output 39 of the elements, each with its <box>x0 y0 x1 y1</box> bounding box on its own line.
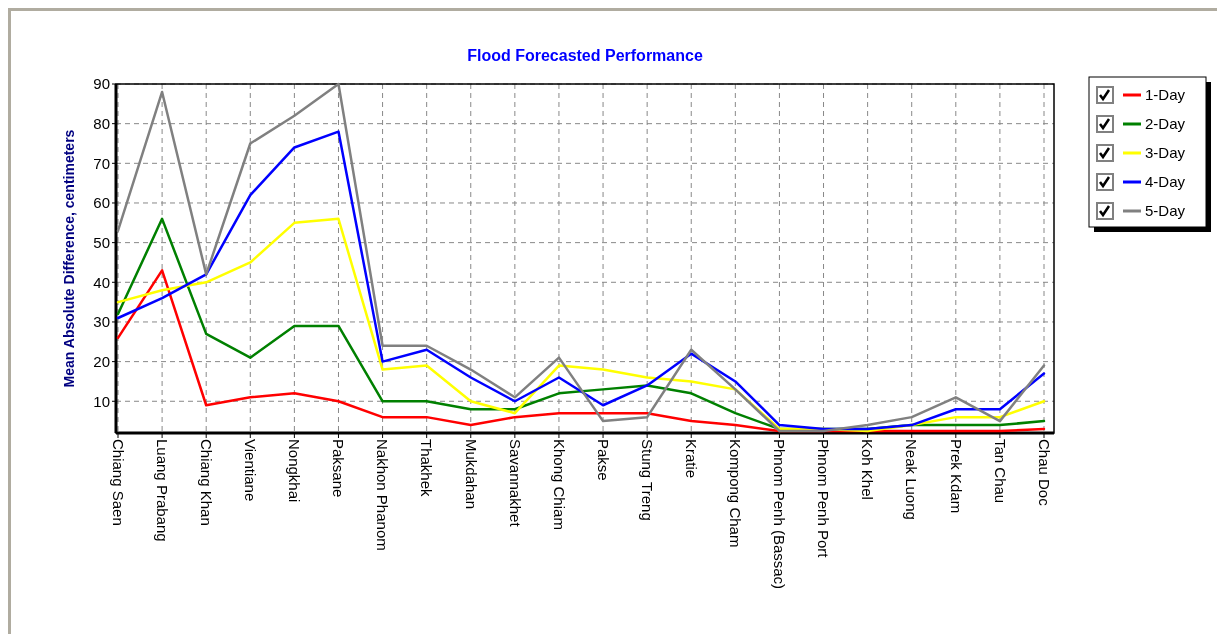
legend-label: 4-Day <box>1145 173 1186 191</box>
x-tick-label: Chiang Saen <box>109 439 127 526</box>
x-tick-label: Kompong Cham <box>727 439 745 548</box>
x-tick-label: Phnom Penh (Bassac) <box>771 439 789 590</box>
x-tick-label: Paksane <box>330 439 348 498</box>
y-tick-label: 80 <box>93 114 110 132</box>
x-tick-label: Kratie <box>682 439 700 479</box>
x-tick-label: Tan Chau <box>991 439 1009 504</box>
x-tick-label: Thakhek <box>418 439 436 498</box>
legend-label: 1-Day <box>1145 86 1186 104</box>
x-tick-label: Prek Kdam <box>947 439 965 514</box>
x-tick-label: Stung Treng <box>638 439 656 521</box>
legend-label: 3-Day <box>1145 144 1186 162</box>
legend-label: 5-Day <box>1145 202 1186 220</box>
y-axis-title: Mean Absolute Difference, centimeters <box>61 129 77 388</box>
line-series <box>116 269 1046 433</box>
x-tick-label: Nakhon Phanom <box>374 439 392 551</box>
x-tick-label: Pakse <box>594 439 612 481</box>
x-tick-label: Koh Khel <box>859 439 877 500</box>
x-tick-label: Luang Prabang <box>153 439 171 542</box>
y-tick-label: 30 <box>93 313 110 331</box>
x-tick-label: Nongkhai <box>286 439 304 503</box>
x-tick-label: Chiang Khan <box>197 439 215 526</box>
x-tick-label: Khong Chiam <box>550 439 568 530</box>
x-tick-label: Vientiane <box>242 439 260 502</box>
y-tick-label: 60 <box>93 194 110 212</box>
y-tick-label: 40 <box>93 273 110 291</box>
x-tick-label: Phnom Penh Port <box>815 439 833 559</box>
y-tick-label: 10 <box>93 392 110 410</box>
y-tick-label: 20 <box>93 352 110 370</box>
chart-title: Flood Forecasted Performance <box>467 47 703 64</box>
y-tick-label: 70 <box>93 154 110 172</box>
x-tick-label: Savannakhet <box>506 439 524 528</box>
y-tick-label: 50 <box>93 233 110 251</box>
x-tick-label: Neak Luong <box>903 439 921 520</box>
x-tick-label: Mukdahan <box>462 439 480 510</box>
y-tick-label: 90 <box>93 75 110 93</box>
legend-label: 2-Day <box>1145 115 1186 133</box>
x-tick-label: Chau Doc <box>1035 439 1053 507</box>
